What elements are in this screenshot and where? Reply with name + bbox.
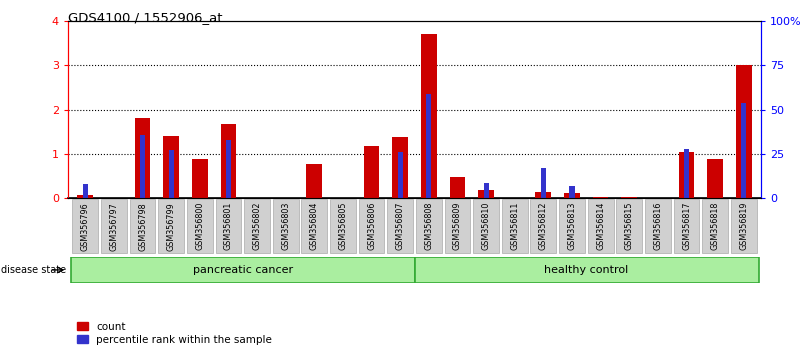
Bar bbox=[78, 195, 93, 198]
Bar bbox=[445, 199, 470, 253]
Text: GSM356813: GSM356813 bbox=[567, 202, 577, 250]
Bar bbox=[421, 34, 437, 198]
Bar bbox=[159, 199, 184, 253]
Bar bbox=[307, 164, 322, 198]
Text: GSM356814: GSM356814 bbox=[596, 202, 605, 250]
Bar bbox=[301, 199, 327, 253]
Bar bbox=[478, 190, 494, 198]
Text: GSM356802: GSM356802 bbox=[252, 202, 262, 251]
Bar bbox=[130, 199, 155, 253]
Bar bbox=[684, 149, 689, 198]
Text: GSM356812: GSM356812 bbox=[539, 202, 548, 251]
Text: GSM356803: GSM356803 bbox=[281, 202, 290, 250]
Bar bbox=[244, 199, 270, 253]
Text: GSM356816: GSM356816 bbox=[654, 202, 662, 250]
Bar bbox=[741, 103, 747, 198]
Bar bbox=[645, 199, 670, 253]
Bar bbox=[72, 199, 99, 253]
Bar bbox=[416, 199, 441, 253]
Text: GSM356807: GSM356807 bbox=[396, 202, 405, 251]
Bar bbox=[588, 199, 614, 253]
Text: GSM356796: GSM356796 bbox=[81, 202, 90, 251]
Bar bbox=[473, 199, 499, 253]
Bar bbox=[707, 159, 723, 198]
Bar bbox=[484, 183, 489, 198]
Bar bbox=[702, 199, 728, 253]
Bar bbox=[616, 199, 642, 253]
Bar bbox=[163, 136, 179, 198]
Text: healthy control: healthy control bbox=[545, 265, 629, 275]
Legend: count, percentile rank within the sample: count, percentile rank within the sample bbox=[74, 317, 276, 349]
Bar bbox=[392, 137, 408, 198]
Bar bbox=[674, 199, 699, 253]
Bar bbox=[364, 146, 380, 198]
Text: GSM356799: GSM356799 bbox=[167, 202, 175, 251]
Bar bbox=[530, 199, 556, 253]
Bar bbox=[564, 193, 580, 198]
Bar bbox=[736, 65, 751, 198]
Bar bbox=[388, 199, 413, 253]
Bar bbox=[71, 257, 415, 282]
Text: GSM356805: GSM356805 bbox=[339, 202, 348, 251]
Text: GSM356808: GSM356808 bbox=[425, 202, 433, 250]
Bar bbox=[168, 150, 174, 198]
Bar bbox=[359, 199, 384, 253]
Text: pancreatic cancer: pancreatic cancer bbox=[193, 265, 293, 275]
Bar bbox=[140, 135, 145, 198]
Bar bbox=[678, 152, 694, 198]
Bar bbox=[559, 199, 585, 253]
Text: GSM356798: GSM356798 bbox=[138, 202, 147, 251]
Bar bbox=[226, 140, 231, 198]
Bar bbox=[415, 257, 759, 282]
Bar bbox=[215, 199, 241, 253]
Bar bbox=[449, 177, 465, 198]
Text: GDS4100 / 1552906_at: GDS4100 / 1552906_at bbox=[68, 11, 223, 24]
Bar bbox=[397, 152, 403, 198]
Text: GSM356815: GSM356815 bbox=[625, 202, 634, 251]
Bar bbox=[541, 168, 546, 198]
Bar bbox=[731, 199, 757, 253]
Bar bbox=[426, 94, 432, 198]
Text: GSM356818: GSM356818 bbox=[710, 202, 719, 250]
Text: GSM356811: GSM356811 bbox=[510, 202, 519, 250]
Text: GSM356801: GSM356801 bbox=[224, 202, 233, 250]
Bar bbox=[83, 184, 88, 198]
Text: GSM356800: GSM356800 bbox=[195, 202, 204, 250]
Text: GSM356810: GSM356810 bbox=[481, 202, 490, 250]
Text: GSM356819: GSM356819 bbox=[739, 202, 748, 251]
Bar bbox=[220, 124, 236, 198]
Text: GSM356797: GSM356797 bbox=[110, 202, 119, 251]
Bar bbox=[187, 199, 213, 253]
Text: GSM356806: GSM356806 bbox=[367, 202, 376, 250]
Text: GSM356809: GSM356809 bbox=[453, 202, 462, 251]
Bar bbox=[273, 199, 299, 253]
Bar bbox=[570, 186, 574, 198]
Bar bbox=[192, 159, 207, 198]
Text: disease state: disease state bbox=[1, 265, 66, 275]
Bar bbox=[101, 199, 127, 253]
Bar bbox=[330, 199, 356, 253]
Text: GSM356817: GSM356817 bbox=[682, 202, 691, 251]
Bar bbox=[135, 118, 151, 198]
Text: GSM356804: GSM356804 bbox=[310, 202, 319, 250]
Bar bbox=[536, 192, 551, 198]
Bar bbox=[502, 199, 528, 253]
